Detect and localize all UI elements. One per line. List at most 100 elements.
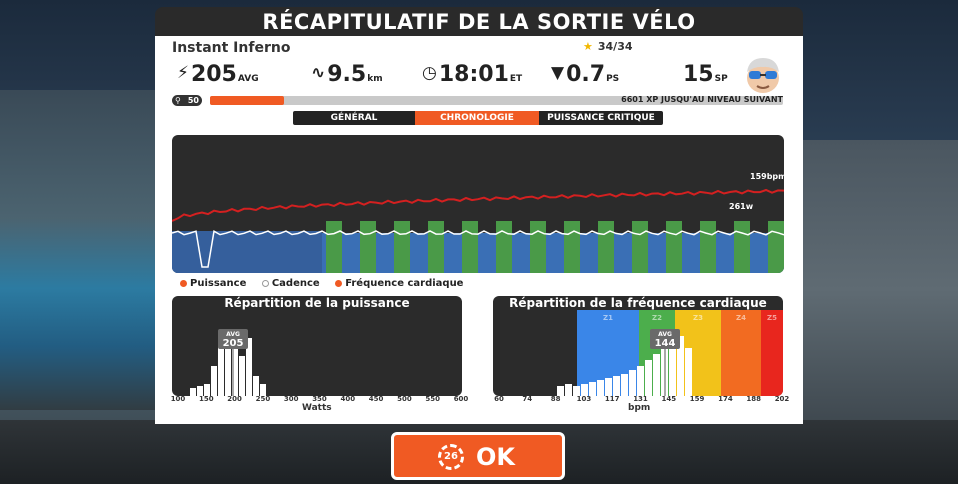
interval-block — [734, 221, 750, 273]
level-value: 50 — [187, 96, 199, 105]
interval-block — [564, 221, 580, 273]
tab-bar: GÉNÉRAL CHRONOLOGIE PUISSANCE CRITIQUE — [293, 111, 663, 125]
interval-block — [768, 221, 784, 273]
power-histogram-bar — [190, 388, 196, 396]
hr-histogram-bar — [589, 382, 596, 396]
badge-count: 34/34 — [597, 40, 633, 53]
interval-block — [530, 221, 546, 273]
bike-icon: ⚲ — [175, 96, 181, 105]
star-icon: ★ — [583, 40, 593, 53]
hr-zone-label: Z4 — [736, 314, 746, 322]
interval-block — [598, 221, 614, 273]
hr-distribution-chart: Z1 Z2 Z3 Z4 Z5 AVG 144 Répartition de la fré… — [493, 296, 783, 396]
legend-cadence[interactable]: Cadence — [261, 278, 320, 289]
power-value: 205 — [190, 62, 237, 87]
sp-value: 15 — [683, 62, 714, 87]
stat-sp: 15SP — [683, 62, 728, 87]
power-histogram-bar — [253, 376, 259, 396]
hr-histogram-bar — [597, 380, 604, 396]
hr-zone-bands: Z1 Z2 Z3 Z4 Z5 — [577, 310, 783, 396]
interval-block — [394, 221, 410, 273]
cadence-line — [172, 230, 784, 268]
hr-histogram-bar — [645, 360, 652, 396]
distance-unit: km — [367, 74, 383, 84]
hr-axis-label: bpm — [628, 403, 651, 413]
hr-histogram-bar — [605, 378, 612, 396]
legend-power[interactable]: Puissance — [180, 278, 246, 289]
hr-tick-labels: 60 74 88 103 117 131 145 159 174 188 202 — [493, 395, 789, 405]
xp-progress-bar — [210, 96, 783, 105]
interval-block — [700, 221, 716, 273]
tick-label: 60 — [494, 395, 504, 403]
interval-block — [326, 221, 342, 273]
route-name: Instant Inferno — [172, 40, 291, 56]
tick-label: 202 — [774, 395, 790, 403]
power-histogram-bar — [232, 334, 238, 396]
tick-label: 200 — [227, 395, 242, 403]
tick-label: 350 — [312, 395, 327, 403]
tick-label: 188 — [746, 395, 761, 403]
power-tick-labels: 100 150 200 250 300 350 400 450 500 550 600 — [171, 395, 469, 405]
pizza-unit: PS — [606, 74, 620, 84]
tick-label: 174 — [718, 395, 733, 403]
hr-histogram-bar — [621, 374, 628, 396]
background-scenery-left — [0, 90, 160, 410]
tick-label: 150 — [198, 395, 214, 403]
hr-zone-label: Z1 — [603, 314, 613, 322]
hr-zone-band — [721, 310, 761, 396]
stat-pizza: ▼0.7PS — [551, 62, 619, 87]
hr-zone-label: Z5 — [767, 314, 777, 322]
xp-remaining-text: 6601 XP JUSQU'AU NIVEAU SUIVANT — [621, 95, 783, 104]
legend-hr-label: Fréquence cardiaque — [345, 278, 464, 289]
power-distribution-chart: Répartition de la puissance AVG 205 — [172, 296, 462, 396]
power-warmup-fill — [172, 231, 322, 273]
tick-label: 250 — [255, 395, 271, 403]
interval-block — [496, 221, 512, 273]
countdown-icon: 26 — [438, 444, 464, 470]
hr-histogram-bars — [557, 330, 692, 396]
power-axis-label: Watts — [302, 403, 332, 413]
interval-block — [428, 221, 444, 273]
tick-label: 300 — [283, 395, 299, 403]
stat-distance: ∿9.5km — [311, 62, 383, 87]
power-distribution-title: Répartition de la puissance — [224, 296, 410, 310]
stats-row: ⚡205AVG ∿9.5km ◷18:01ET ▼0.7PS 15SP — [155, 62, 803, 92]
power-histogram-bar — [239, 356, 245, 396]
hr-histogram-bar — [637, 366, 644, 396]
hr-histogram-bar — [581, 384, 588, 396]
power-histogram-bar — [211, 366, 217, 396]
tab-general[interactable]: GÉNÉRAL — [330, 113, 378, 123]
time-value: 18:01 — [438, 62, 509, 87]
timeline-chart: 159bpm 261w — [172, 135, 784, 273]
ride-summary-card: Instant Inferno ★ 34/34 ⚡205AVG ∿9.5km ◷1… — [155, 36, 803, 424]
achievement-badge: ★ 34/34 — [583, 40, 633, 53]
radio-dot-icon — [335, 280, 343, 287]
ok-button[interactable]: 26 OK — [391, 432, 565, 480]
power-histogram-bar — [246, 338, 252, 396]
radio-dot-icon — [261, 280, 269, 287]
hr-distribution-title: Répartition de la fréquence cardiaque — [509, 296, 767, 310]
hr-avg-marker — [650, 329, 680, 349]
timeline-legend: Puissance Cadence Fréquence cardiaque — [180, 278, 475, 289]
hr-histogram-bar — [685, 348, 692, 396]
pizza-value: 0.7 — [566, 62, 606, 87]
tick-label: 400 — [340, 395, 356, 403]
hr-histogram-bar — [629, 370, 636, 396]
interval-block — [360, 221, 376, 273]
hr-zone-label: Z3 — [693, 314, 703, 322]
stat-power: ⚡205AVG — [177, 62, 259, 87]
tick-label: 145 — [661, 395, 677, 403]
power-unit: AVG — [237, 74, 259, 84]
legend-hr[interactable]: Fréquence cardiaque — [335, 278, 463, 289]
sp-unit: SP — [714, 74, 728, 84]
tab-timeline[interactable]: CHRONOLOGIE — [415, 111, 539, 125]
power-histogram-bar — [225, 348, 231, 396]
tab-critical-power[interactable]: PUISSANCE CRITIQUE — [547, 113, 655, 123]
tick-label: 117 — [604, 395, 620, 403]
interval-block — [632, 221, 648, 273]
tick-label: 103 — [576, 395, 592, 403]
hr-avg-label: AVG — [658, 331, 672, 338]
hr-histogram-bar — [557, 386, 564, 396]
power-histogram-bar — [204, 384, 210, 396]
radio-dot-icon — [180, 280, 187, 287]
